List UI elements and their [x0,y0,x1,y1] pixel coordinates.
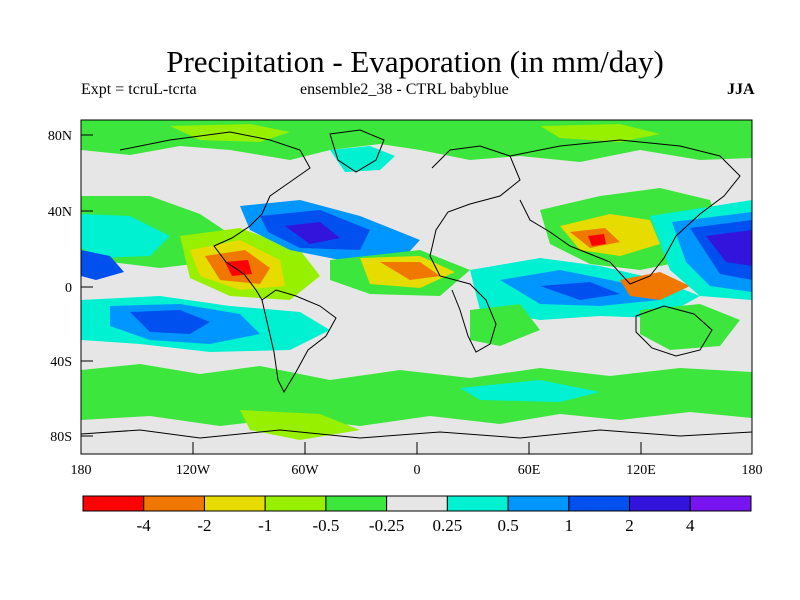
colorbar-swatch [629,495,691,512]
colorbar-label: 1 [565,516,574,535]
lat-tick-label: 0 [65,281,72,296]
lat-tick-label: 80S [50,430,72,445]
lon-tick-label: 120E [626,463,656,478]
north-pacific-cyan [81,214,170,258]
colorbar-label: 0.25 [432,516,462,535]
colorbar-swatch [446,495,509,512]
maritime-orange [620,272,690,300]
australia-green [640,304,740,350]
colorbar-swatch [325,495,388,512]
australia-coast [635,305,713,357]
southern-light-green [240,410,360,440]
lon-tick-label: 180 [71,463,92,478]
central-america-red [225,260,252,276]
colorbar-swatch [689,495,752,512]
colorbar-swatch [82,495,145,512]
colorbar-label: -0.25 [369,516,404,535]
lon-tick-label: 180 [742,463,763,478]
lon-tick-label: 120W [176,463,211,478]
lat-tick-label: 40S [50,355,72,370]
colorbar-label: 0.5 [497,516,518,535]
tropical-atlantic-orange [380,262,440,280]
arctic-light-green-east [540,124,660,142]
lat-tick-label: 80N [48,129,72,144]
colorbar-label: 4 [686,516,695,535]
colorbar-label: -0.5 [312,516,339,535]
colorbar-swatch [203,495,266,512]
colorbar-swatch [568,495,631,512]
ensemble-label: ensemble2_38 - CTRL babyblue [300,81,509,98]
colorbar-swatch [507,495,570,512]
lon-tick-label: 60W [291,463,319,478]
lon-tick-label: 0 [414,463,421,478]
colorbar-label: 2 [625,516,634,535]
south-pacific-dark-blue [130,310,210,334]
east-africa-green [470,304,540,346]
west-pacific-blue [81,250,124,280]
asia-coast [509,139,741,285]
antarctica-coast [81,429,752,439]
colorbar-swatch [386,495,448,512]
lat-axis: 80N 40N 0 40S 80S [48,129,93,445]
colorbar-swatch [264,495,327,512]
asia-red [588,234,606,246]
colorbar-label: -4 [137,516,152,535]
coastlines [81,129,752,439]
southern-cyan-strip [460,380,600,402]
map-title: Precipitation - Evaporation (in mm/day) [166,44,664,79]
experiment-label: Expt = tcruL-tcrta [81,81,197,98]
colorbar-label: -1 [258,516,272,535]
north-america-coast [119,131,311,301]
lat-tick-label: 40N [48,205,72,220]
colorbar-label: -2 [197,516,211,535]
indian-ocean-dark-blue [540,282,620,300]
west-pacific-purple [706,230,752,266]
south-america-coast [261,289,337,394]
greenland-coast [329,129,385,173]
atlantic-purple [285,222,340,244]
map-field [81,120,752,454]
lon-axis: 180 120W 60W 0 60E 120E 180 [71,442,763,478]
season-label: JJA [727,81,755,98]
colorbar-swatch [143,495,205,512]
lon-tick-label: 60E [518,463,541,478]
